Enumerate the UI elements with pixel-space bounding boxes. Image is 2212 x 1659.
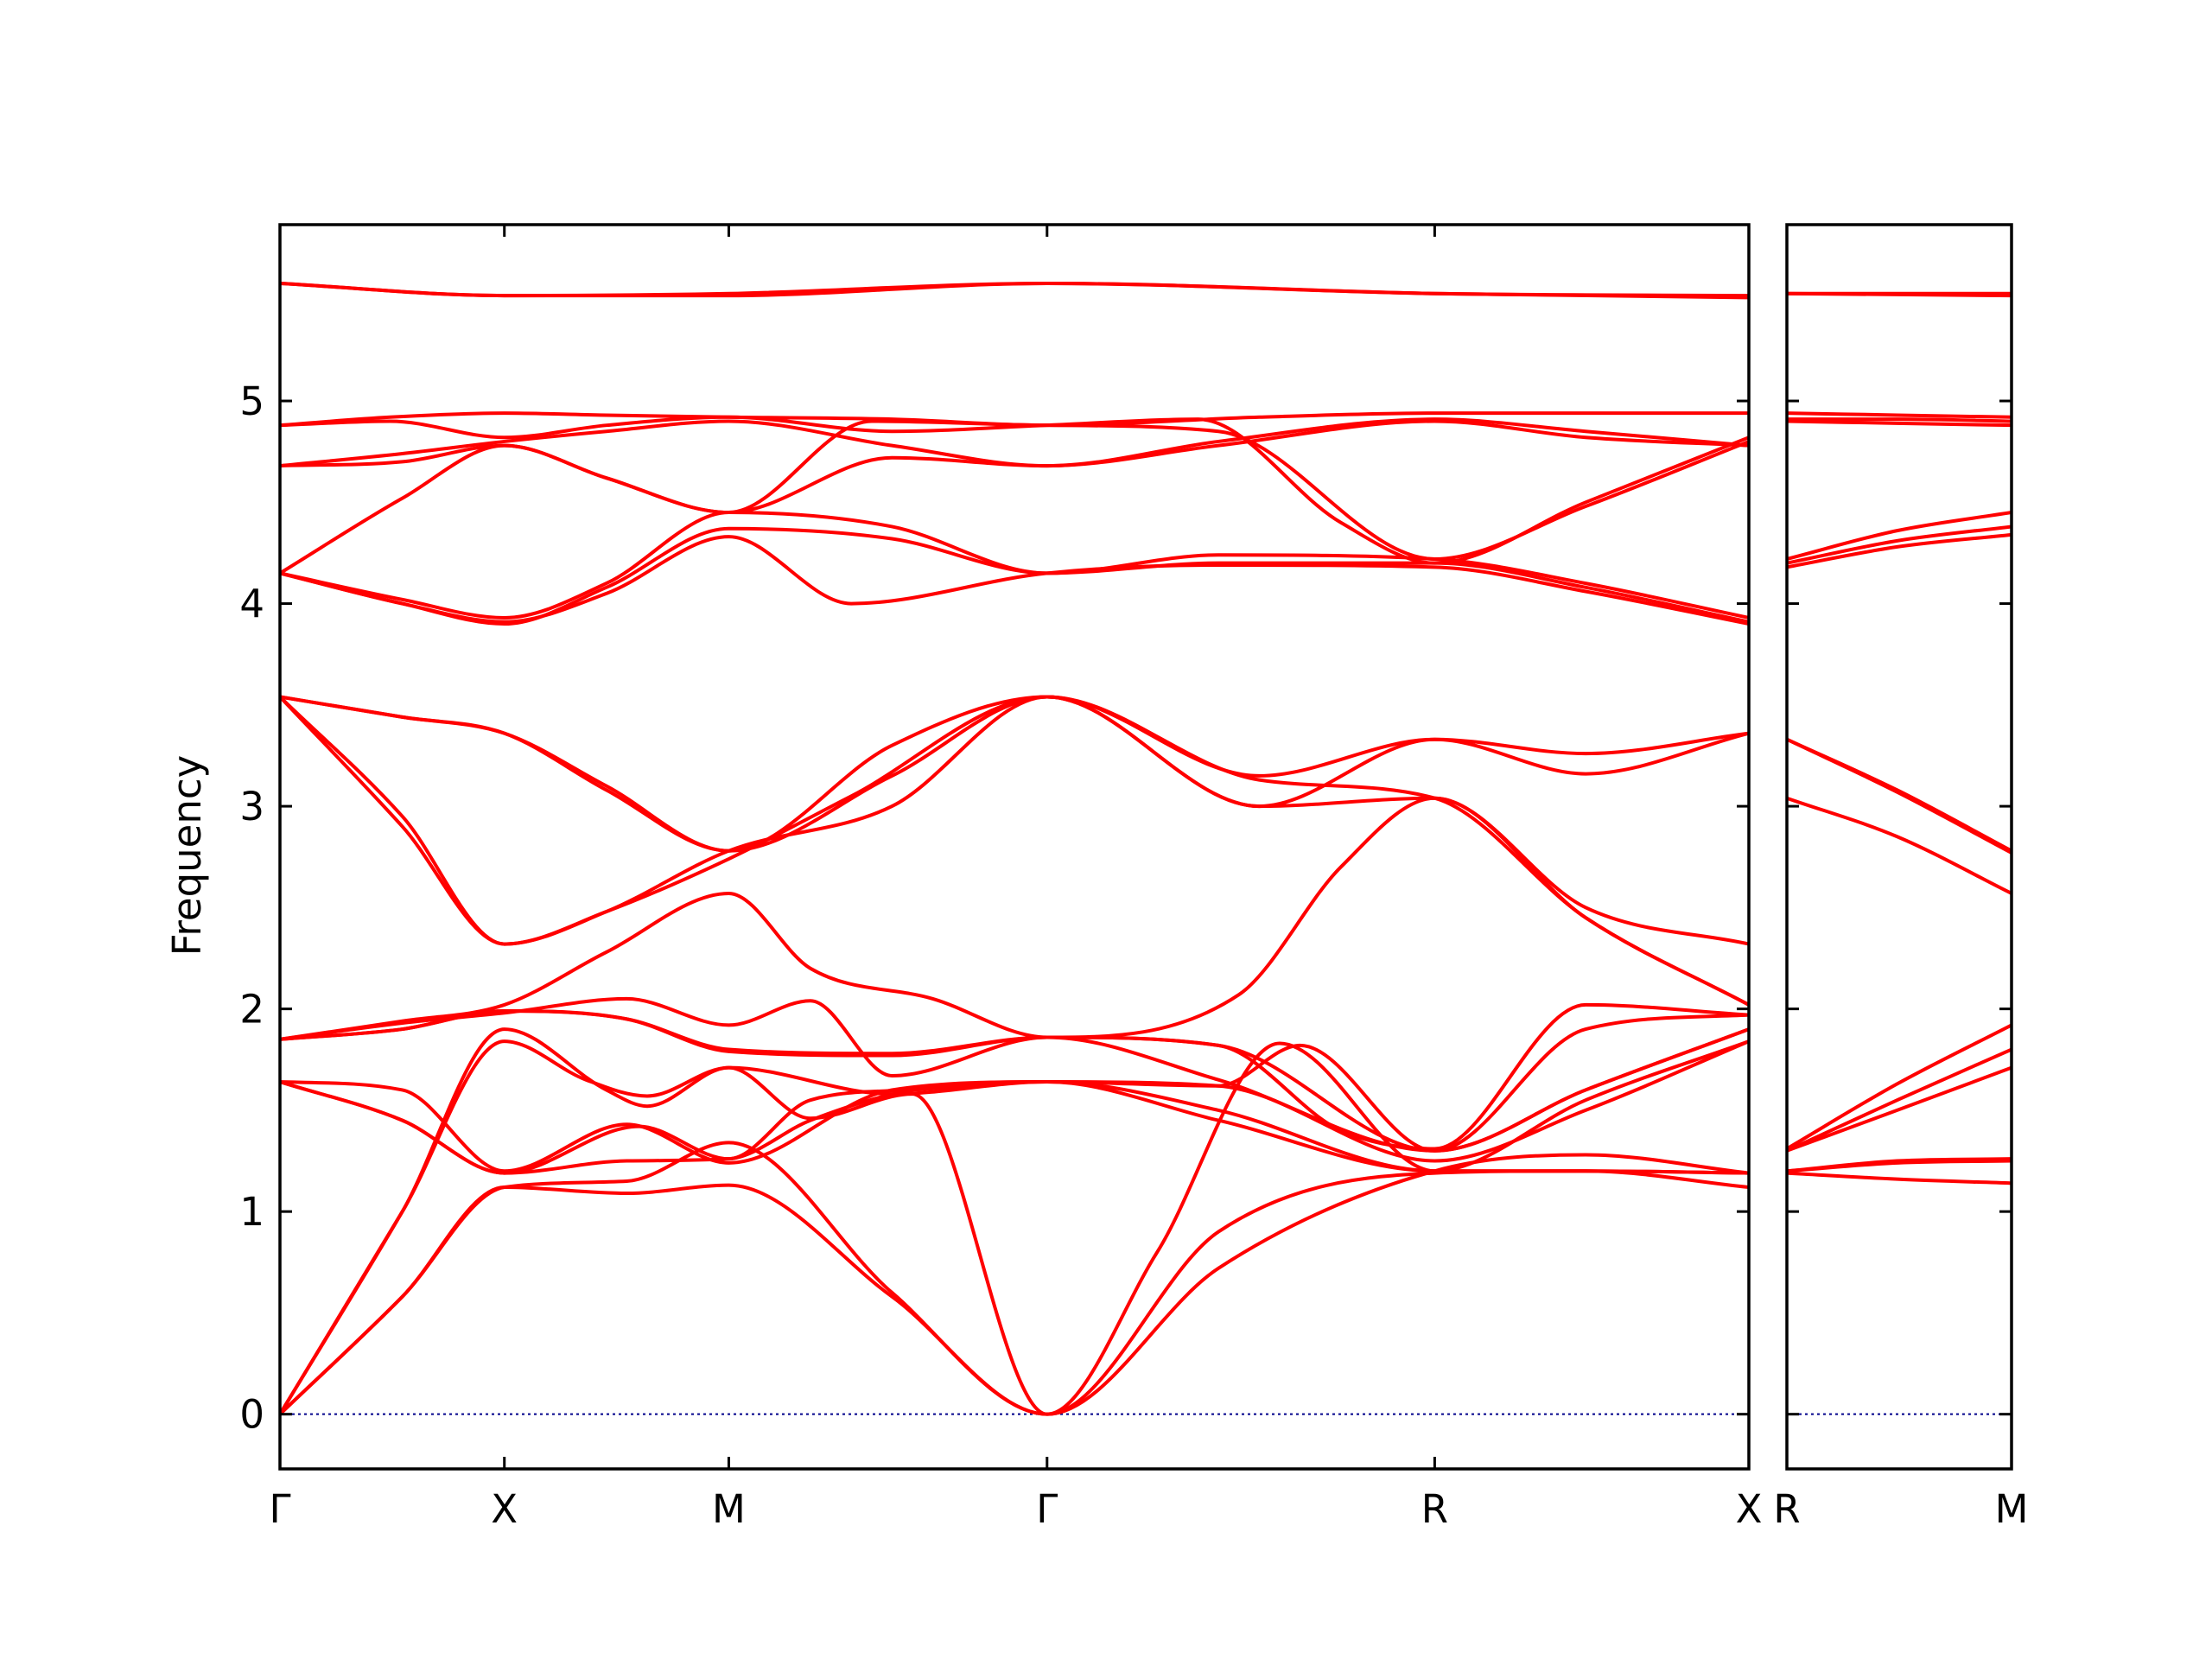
band-series-5 xyxy=(280,417,1749,468)
panel-1: 0 1 2 3 4 5 Γ X M Γ R X xyxy=(239,223,1763,1532)
band-series-17 xyxy=(1787,1171,2012,1185)
band-series-group xyxy=(280,282,1749,1416)
band-series-3 xyxy=(1787,411,2012,419)
band-series-16 xyxy=(1787,1159,2012,1173)
band-series-14 xyxy=(1787,1065,2012,1153)
band-series-11 xyxy=(1787,796,2012,895)
y-tick-label: 2 xyxy=(239,987,264,1033)
band-series-23 xyxy=(280,1039,1749,1416)
band-series-21 xyxy=(280,1039,1749,1173)
x-tick-label: X xyxy=(491,1486,518,1532)
band-series-10 xyxy=(1787,737,2012,855)
y-tick-label: 3 xyxy=(239,784,264,830)
band-series-9 xyxy=(280,526,1749,626)
plot-frame xyxy=(278,223,1751,1471)
band-series-12 xyxy=(1787,1023,2012,1151)
band-series-7 xyxy=(1787,524,2012,565)
band-series-4 xyxy=(280,415,1749,565)
band-series-6 xyxy=(1787,511,2012,561)
band-series-14 xyxy=(280,695,1749,1007)
band-series-8 xyxy=(1787,532,2012,569)
band-series-group xyxy=(1787,291,2012,1185)
y-tick-label: 5 xyxy=(239,378,264,424)
x-tick-label: M xyxy=(712,1486,746,1532)
x-tick-label: R xyxy=(1421,1486,1448,1532)
plot-frame xyxy=(1785,223,2013,1471)
x-tick-label: M xyxy=(1995,1486,2029,1532)
x-tick-label: Γ xyxy=(269,1486,290,1532)
band-series-12 xyxy=(280,695,1749,853)
band-series-8 xyxy=(280,511,1749,620)
band-series-4 xyxy=(1787,417,2012,423)
band-series-10 xyxy=(280,535,1749,626)
x-tick-label: X xyxy=(1736,1486,1763,1532)
x-tick-label: Γ xyxy=(1036,1486,1058,1532)
y-tick-label: 4 xyxy=(239,582,264,627)
band-series-13 xyxy=(1787,1047,2012,1153)
y-tick-label: 1 xyxy=(239,1189,264,1235)
band-series-2 xyxy=(280,282,1749,298)
band-series-7 xyxy=(280,419,1749,575)
band-series-15 xyxy=(280,796,1749,1041)
y-axis-label: Frequency xyxy=(164,755,210,956)
y-tick-label: 0 xyxy=(239,1392,264,1438)
band-series-5 xyxy=(1787,419,2012,428)
band-series-25 xyxy=(280,1169,1749,1416)
x-tick-label: R xyxy=(1773,1486,1800,1532)
